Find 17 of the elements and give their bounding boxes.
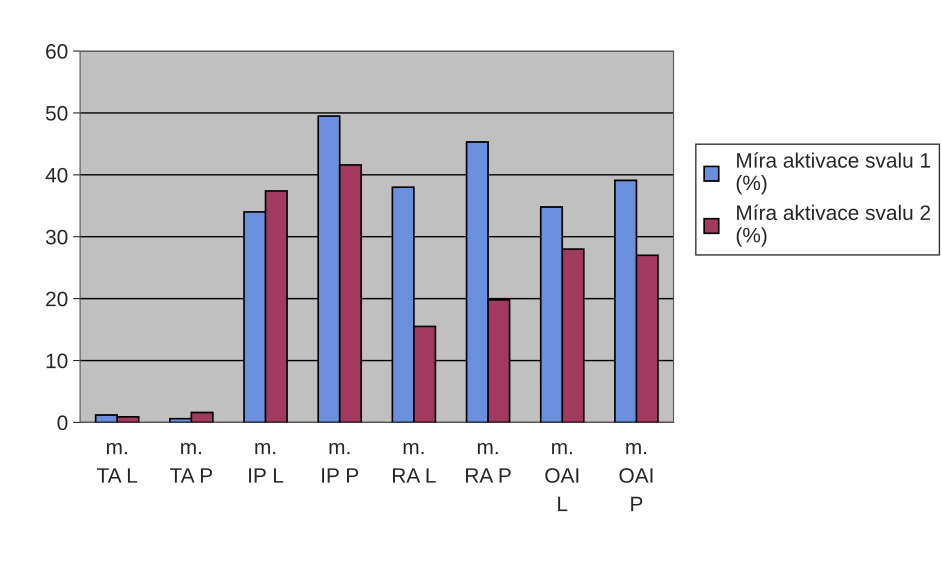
legend-label: Míra aktivace svalu 1 (%) — [736, 152, 930, 194]
y-tick-label: 30 — [46, 230, 68, 244]
x-tick-label: m. IP P — [322, 442, 358, 483]
x-tick-label: m. IP L — [249, 442, 284, 483]
x-tick-label: m. RA P — [466, 442, 511, 483]
y-tick-label: 10 — [46, 354, 68, 368]
legend-label: Míra aktivace svalu 2 (%) — [736, 204, 930, 247]
x-tick-label: m. TA P — [170, 442, 212, 483]
y-tick-label: 0 — [57, 415, 68, 430]
y-tick-label: 40 — [46, 168, 68, 183]
x-tick-label: m. RA L — [393, 442, 436, 483]
y-tick-label: 20 — [46, 292, 68, 306]
x-tick-label: m. OAI L — [545, 442, 578, 512]
x-tick-label: m. OAI P — [619, 442, 652, 512]
x-tick-label: m. TA L — [96, 442, 138, 483]
y-tick-label: 50 — [46, 106, 68, 121]
y-tick-label: 60 — [46, 44, 68, 59]
